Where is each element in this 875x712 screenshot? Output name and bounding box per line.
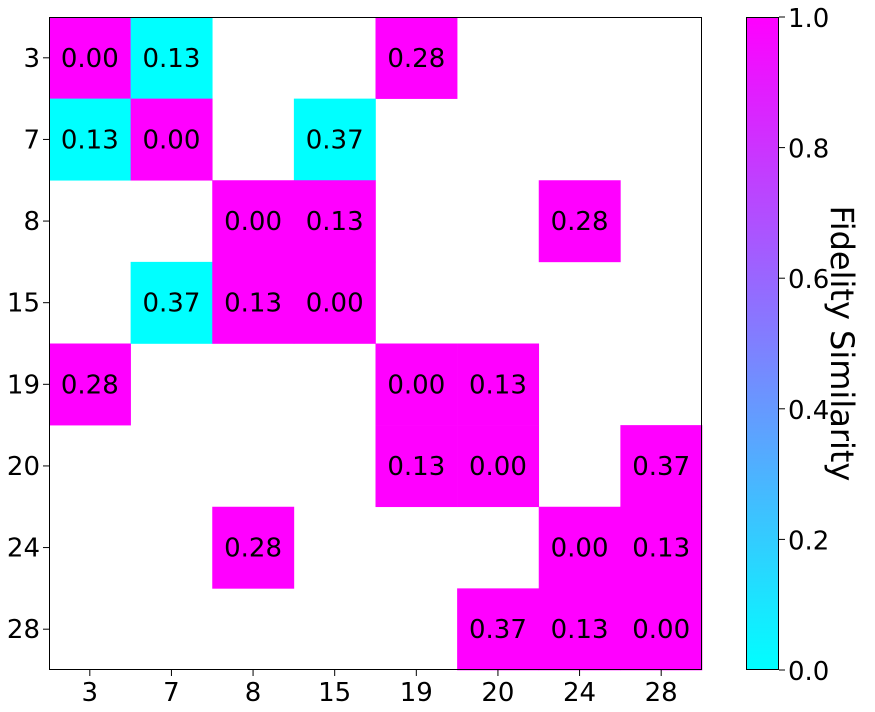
heatmap-cell-7-3	[49, 98, 131, 181]
y-tick-label-19: 19	[7, 370, 40, 400]
heatmap-cell-label-7-7: 0.00	[142, 125, 200, 155]
heatmap-cell-label-8-8: 0.00	[224, 207, 282, 237]
heatmap-cell-label-19-19: 0.00	[387, 370, 445, 400]
heatmap-cell-7-7	[130, 98, 213, 181]
heatmap-cell-24-24	[538, 506, 621, 589]
y-tick-label-8: 8	[23, 207, 40, 237]
x-tick-label-3: 3	[82, 678, 99, 708]
x-tick-label-28: 28	[645, 678, 678, 708]
x-tick-label-19: 19	[400, 678, 433, 708]
heatmap-cell-3-3	[49, 17, 131, 99]
heatmap-cell-19-19	[375, 343, 458, 426]
heatmap-cell-8-8	[212, 180, 295, 263]
x-tick-label-15: 15	[318, 678, 351, 708]
colorbar-tick-label-4: 0.8	[788, 135, 829, 165]
heatmap-cells	[49, 17, 703, 671]
heatmap-cell-15-15	[293, 261, 376, 344]
heatmap-cell-20-28	[620, 425, 703, 508]
heatmap-cell-7-15	[293, 98, 376, 181]
heatmap-cell-15-7	[130, 261, 213, 344]
plot-area-border	[49, 17, 702, 670]
colorbar-border	[746, 17, 779, 670]
heatmap-cell-label-20-19: 0.13	[387, 452, 445, 482]
y-tick-label-24: 24	[7, 534, 40, 564]
heatmap-cell-label-8-24: 0.28	[551, 207, 609, 237]
x-tick-label-7: 7	[163, 678, 180, 708]
x-axis: 3 7 8 15 19 20 24 28	[82, 670, 678, 708]
heatmap-cell-label-3-19: 0.28	[387, 44, 445, 74]
heatmap-cell-3-7	[130, 17, 213, 99]
heatmap-cell-label-15-7: 0.37	[142, 289, 200, 319]
heatmap-cell-label-3-7: 0.13	[142, 44, 200, 74]
heatmap-cell-24-8	[212, 506, 295, 589]
colorbar-ticks: 0.0 0.2 0.4 0.6 0.8 1.0	[779, 4, 829, 687]
x-tick-label-24: 24	[563, 678, 596, 708]
heatmap-cell-label-15-15: 0.00	[306, 289, 364, 319]
colorbar-tick-label-2: 0.4	[788, 396, 829, 426]
heatmap-cell-19-3	[49, 343, 131, 426]
heatmap-cell-28-28	[620, 588, 703, 671]
colorbar-tick-label-5: 1.0	[788, 4, 829, 34]
heatmap-cell-labels: 0.00 0.13 0.28 0.13 0.00 0.37 0.00 0.13 0.28 0.37…	[61, 44, 690, 645]
heatmap-cell-label-24-8: 0.28	[224, 534, 282, 564]
colorbar-gradient	[746, 17, 779, 670]
colorbar-tick-label-1: 0.2	[788, 526, 829, 556]
heatmap-cell-label-28-20: 0.37	[469, 615, 527, 645]
colorbar-tick-label-3: 0.6	[788, 265, 829, 295]
x-tick-label-8: 8	[245, 678, 262, 708]
heatmap-cell-label-3-3: 0.00	[61, 44, 119, 74]
y-tick-label-20: 20	[7, 452, 40, 482]
heatmap-cell-label-19-3: 0.28	[61, 370, 119, 400]
heatmap-cell-label-24-28: 0.13	[632, 534, 690, 564]
heatmap-cell-label-20-20: 0.00	[469, 452, 527, 482]
colorbar: 0.0 0.2 0.4 0.6 0.8 1.0 Fidelity Similarity	[746, 4, 861, 687]
heatmap-cell-8-15	[293, 180, 376, 263]
heatmap-cell-20-19	[375, 425, 458, 508]
heatmap-cell-19-20	[457, 343, 540, 426]
heatmap-cell-28-20	[457, 588, 540, 671]
heatmap-cell-label-24-24: 0.00	[551, 534, 609, 564]
heatmap-cell-label-15-8: 0.13	[224, 289, 282, 319]
heatmap-cell-3-19	[375, 17, 458, 99]
heatmap-cell-20-20	[457, 425, 540, 508]
colorbar-label: Fidelity Similarity	[823, 206, 861, 482]
heatmap-cell-label-28-28: 0.00	[632, 615, 690, 645]
y-tick-label-3: 3	[23, 44, 40, 74]
y-tick-label-28: 28	[7, 615, 40, 645]
heatmap-cell-label-7-15: 0.37	[306, 125, 364, 155]
heatmap-cell-label-7-3: 0.13	[61, 125, 119, 155]
heatmap-cell-label-8-15: 0.13	[306, 207, 364, 237]
colorbar-tick-label-0: 0.0	[788, 657, 829, 687]
heatmap-cell-15-8	[212, 261, 295, 344]
heatmap: 0.00 0.13 0.28 0.13 0.00 0.37 0.00 0.13 0.28 0.37…	[49, 17, 703, 671]
heatmap-cell-24-28	[620, 506, 703, 589]
heatmap-cell-28-24	[538, 588, 621, 671]
x-tick-label-20: 20	[481, 678, 514, 708]
heatmap-cell-8-24	[538, 180, 621, 263]
y-axis: 3 7 8 15 19 20 24 28	[7, 44, 49, 645]
heatmap-cell-label-19-20: 0.13	[469, 370, 527, 400]
heatmap-cell-label-20-28: 0.37	[632, 452, 690, 482]
y-tick-label-15: 15	[7, 289, 40, 319]
heatmap-cell-label-28-24: 0.13	[551, 615, 609, 645]
y-tick-label-7: 7	[23, 125, 40, 155]
